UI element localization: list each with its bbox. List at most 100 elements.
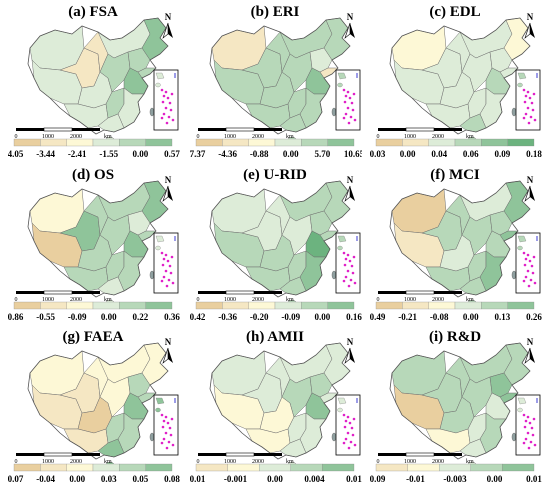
scale-label: 2000 (252, 459, 264, 465)
legend-tick-label: 0.22 (133, 312, 149, 322)
legend-swatch (13, 301, 41, 310)
panel-title: (g) FAEA (62, 329, 124, 345)
scale-label: 2000 (70, 297, 82, 303)
legend-tick-label: 5.70 (315, 149, 331, 159)
map-panel-d: (d) OS N 0 1000 2000 km -0.86 -0.55 -0.09 0.00 0.2… (8, 165, 180, 325)
legend-tick-label: -0.21 (398, 312, 417, 322)
legend-swatch (454, 138, 482, 147)
legend-swatch (274, 138, 302, 147)
legend-tick-label: 0.18 (526, 149, 542, 159)
legend-swatch (222, 301, 249, 310)
legend-tick-label: -0.20 (250, 312, 269, 322)
color-legend: -0.07 -0.04 0.00 0.03 0.05 0.08 (8, 463, 180, 484)
scale-label: 2000 (432, 134, 444, 140)
legend-tick-label: 0.36 (164, 312, 180, 322)
china-choropleth-map: N 0 1000 2000 km -0.09 -0.01 -0.003 0.00 0.01 (370, 337, 542, 484)
panel-title: (c) EDL (429, 4, 481, 20)
south-china-sea-inset (153, 394, 179, 456)
legend-swatch (407, 463, 440, 472)
legend-tick-label: 10.65 (344, 149, 362, 159)
legend-tick-label: 0.01 (346, 474, 362, 484)
legend-swatch (428, 138, 456, 147)
legend-swatch (227, 463, 260, 472)
legend-swatch (145, 463, 173, 472)
legend-swatch (92, 138, 120, 147)
color-legend: -4.05 -3.44 -2.41 -1.55 0.00 0.57 (8, 138, 180, 159)
legend-tick-label: -0.001 (224, 474, 248, 484)
legend-swatch (402, 301, 429, 310)
legend-tick-label: -0.01 (406, 474, 425, 484)
region-xinjiang (391, 25, 447, 71)
legend-tick-label: -0.03 (370, 149, 386, 159)
taiwan-island (331, 107, 337, 117)
north-arrow-icon: N (344, 12, 355, 39)
legend-swatch (454, 301, 482, 310)
legend-swatch (222, 138, 249, 147)
taiwan-island (511, 270, 517, 280)
country-outline (27, 180, 169, 298)
legend-tick-label: 0.04 (431, 149, 447, 159)
legend-swatch (40, 138, 67, 147)
country-outline (209, 17, 351, 135)
panel-title: (i) R&D (428, 329, 482, 345)
map-panel-i: (i) R&D N 0 1000 2000 km -0.09 -0.01 -0.003 0.00 0… (370, 327, 542, 487)
legend-tick-label: -1.55 (99, 149, 118, 159)
legend-swatch (322, 463, 355, 472)
scale-label: 1000 (224, 459, 236, 465)
china-choropleth-map: N 0 1000 2000 km -0.42 -0.36 -0.20 -0.09 0.00 0.16 (190, 175, 362, 322)
legend-swatch (145, 301, 173, 310)
china-choropleth-map: N 0 1000 2000 km -0.01 -0.001 0.00 0.004 0.01 (190, 337, 362, 484)
south-china-sea-inset (153, 69, 179, 131)
legend-tick-label: 0.004 (304, 474, 325, 484)
south-china-sea-inset (335, 232, 361, 294)
north-arrow-icon: N (162, 337, 173, 364)
china-choropleth-map: N 0 1000 2000 km -0.49 -0.21 -0.08 0.00 0.13 0.26 (370, 175, 542, 322)
region-xinjiang (391, 350, 447, 396)
region-southwest (245, 266, 291, 292)
north-arrow-icon: N (524, 175, 535, 202)
region-southwest (63, 266, 109, 292)
taiwan-island (331, 432, 337, 442)
north-arrow-icon: N (344, 175, 355, 202)
china-choropleth-map: N 0 1000 2000 km -7.37 -4.36 -0.88 0.00 5.70 10.65 (190, 12, 362, 159)
scale-label: 1000 (404, 297, 416, 303)
color-legend: -0.09 -0.01 -0.003 0.00 0.01 (370, 463, 542, 484)
scale-label: 2000 (252, 297, 264, 303)
legend-tick-label: -4.05 (8, 149, 24, 159)
taiwan-island (149, 270, 155, 280)
region-southwest (425, 428, 471, 454)
panel-title: (a) FSA (68, 4, 118, 20)
legend-tick-label: 0.08 (164, 474, 180, 484)
legend-tick-label: -0.07 (8, 474, 24, 484)
scale-label: 1000 (224, 297, 236, 303)
legend-tick-label: 0.26 (526, 312, 542, 322)
scale-unit: km (466, 459, 474, 465)
scale-bar: 0 1000 2000 km (377, 452, 474, 465)
legend-tick-label: 0.00 (463, 312, 479, 322)
scale-unit: km (104, 134, 112, 140)
legend-swatch (507, 301, 535, 310)
legend-tick-label: 0.03 (101, 474, 117, 484)
legend-tick-label: -0.88 (250, 149, 269, 159)
north-arrow-icon: N (344, 337, 355, 364)
country-outline (27, 17, 169, 135)
legend-swatch (119, 301, 146, 310)
legend-tick-label: 0.05 (133, 474, 149, 484)
legend-swatch (301, 138, 328, 147)
legend-tick-label: -0.42 (190, 312, 206, 322)
region-xinjiang (29, 350, 85, 396)
legend-swatch (119, 138, 146, 147)
scale-unit: km (286, 134, 294, 140)
scale-label: 1000 (42, 459, 54, 465)
legend-tick-label: 0.06 (463, 149, 479, 159)
legend-swatch (119, 463, 146, 472)
legend-tick-label: 0.09 (495, 149, 511, 159)
china-choropleth-map: N 0 1000 2000 km -0.07 -0.04 0.00 0.03 0.05 0.08 (8, 337, 180, 484)
country-outline (389, 342, 531, 460)
scale-label: 1000 (224, 134, 236, 140)
country-outline (389, 17, 531, 135)
color-legend: -0.03 0.00 0.04 0.06 0.09 0.18 (370, 138, 542, 159)
south-china-sea-inset (515, 394, 541, 456)
legend-swatch (195, 301, 223, 310)
legend-swatch (439, 463, 471, 472)
